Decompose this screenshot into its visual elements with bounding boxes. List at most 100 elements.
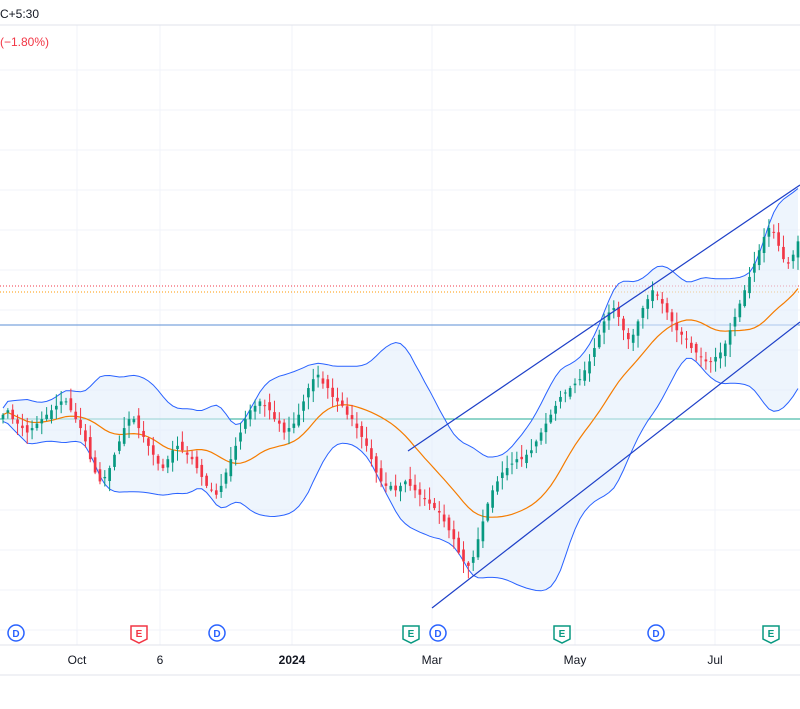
candle-body — [743, 290, 747, 307]
candle-body — [113, 454, 116, 467]
candle-body — [442, 514, 446, 522]
candle-body — [69, 398, 73, 411]
candle-body — [704, 359, 708, 362]
candle-body — [622, 318, 625, 331]
candle-body — [733, 316, 737, 327]
candle-body — [447, 517, 451, 531]
candle-body — [331, 387, 334, 397]
candle-body — [156, 455, 160, 464]
candle-body — [45, 414, 48, 419]
candle-body — [302, 401, 305, 411]
bollinger-lower-band — [2, 357, 799, 592]
candle-body — [709, 361, 713, 363]
candle-body — [365, 438, 368, 446]
dividend-marker-circle — [208, 624, 226, 642]
candle-body — [1, 414, 5, 420]
candle-body — [563, 392, 567, 394]
candle-body — [612, 308, 616, 311]
candle-body — [539, 432, 543, 441]
candle-body — [30, 428, 34, 431]
candle-body — [714, 356, 717, 362]
timezone-label: C+5:30 — [0, 7, 39, 21]
earnings-marker[interactable]: E — [402, 625, 420, 644]
candle-body — [534, 441, 538, 447]
candle-body — [25, 425, 29, 433]
candle-body — [229, 459, 233, 477]
earnings-marker[interactable]: E — [762, 625, 780, 644]
candle-body — [74, 411, 78, 420]
candle-body — [636, 321, 640, 336]
candle-body — [244, 419, 247, 429]
dividend-marker[interactable]: D — [7, 624, 25, 642]
candle-body — [268, 402, 271, 411]
candle-body — [161, 464, 165, 469]
event-marker-label: E — [768, 629, 775, 640]
bollinger-band-fill — [3, 188, 798, 591]
candle-body — [297, 414, 301, 426]
candle-body — [791, 254, 795, 262]
x-axis-tick-label: 2024 — [279, 653, 306, 667]
candle-body — [413, 484, 417, 491]
candle-body — [690, 342, 693, 349]
candle-body — [16, 419, 19, 424]
candle-body — [476, 539, 480, 558]
candle-body — [593, 348, 596, 357]
candle-body — [355, 423, 359, 429]
event-marker-label: E — [136, 629, 143, 640]
candle-body — [181, 441, 184, 451]
candle-body — [54, 405, 58, 410]
candle-body — [656, 294, 659, 296]
candle-body — [360, 426, 364, 437]
candle-body — [118, 441, 121, 451]
candle-body — [311, 379, 315, 392]
earnings-marker[interactable]: E — [553, 625, 571, 644]
candle-body — [263, 405, 267, 407]
candle-body — [544, 423, 548, 433]
candle-body — [777, 232, 780, 246]
candle-body — [195, 456, 199, 469]
candle-body — [142, 430, 145, 437]
candle-body — [394, 485, 397, 491]
event-marker-label: D — [434, 629, 441, 640]
candle-body — [597, 334, 601, 348]
candle-body — [500, 472, 504, 479]
candle-body — [757, 250, 761, 266]
candle-body — [399, 485, 402, 492]
candle-body — [719, 352, 722, 359]
channel-lower-line[interactable] — [431, 321, 800, 609]
candle-body — [35, 423, 39, 429]
candle-body — [646, 299, 650, 309]
candle-body — [166, 459, 170, 468]
candle-body — [340, 400, 344, 406]
candle-body — [326, 379, 330, 389]
candle-body — [418, 489, 422, 495]
candle-body — [292, 423, 296, 428]
channel-upper-line[interactable] — [407, 184, 800, 452]
candlestick-series — [1, 219, 800, 579]
candle-body — [108, 468, 111, 482]
candle-body — [404, 481, 407, 485]
candle-body — [277, 420, 281, 424]
candle-body — [321, 378, 325, 384]
trend-channel-drawing[interactable] — [407, 184, 800, 609]
candle-body — [471, 556, 475, 563]
earnings-marker[interactable]: E — [130, 625, 148, 644]
dividend-marker[interactable]: D — [647, 624, 665, 642]
dividend-marker[interactable]: D — [429, 624, 447, 642]
candle-body — [345, 406, 349, 415]
candle-body — [554, 405, 557, 414]
candle-body — [675, 322, 679, 331]
candle-body — [190, 456, 194, 460]
candle-body — [234, 445, 238, 460]
candle-body — [79, 419, 82, 429]
candle-body — [423, 498, 427, 500]
candle-body — [50, 410, 53, 419]
dividend-marker[interactable]: D — [208, 624, 226, 642]
candle-body — [40, 419, 44, 424]
event-marker-label: D — [12, 629, 19, 640]
earnings-marker-shape — [130, 625, 148, 644]
event-marker-label: E — [408, 629, 415, 640]
candle-body — [219, 485, 223, 493]
